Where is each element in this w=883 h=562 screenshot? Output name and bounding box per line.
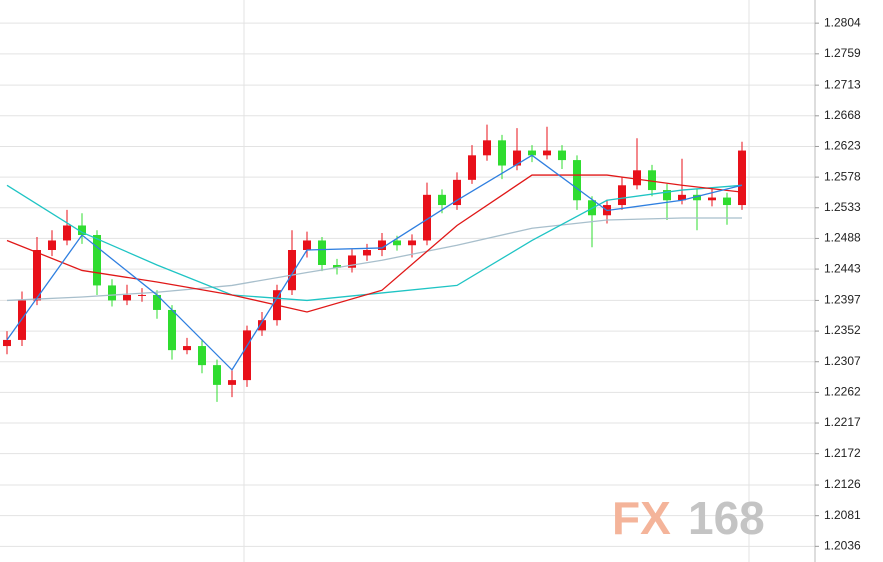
candle-body bbox=[318, 240, 326, 265]
candle-body bbox=[738, 150, 746, 206]
candle-body bbox=[438, 194, 446, 206]
y-tick-label: 1.2488 bbox=[824, 231, 861, 245]
y-tick-label: 1.2533 bbox=[824, 200, 861, 214]
candle-body bbox=[723, 197, 731, 206]
candle-body bbox=[543, 150, 551, 156]
candle-body bbox=[393, 240, 401, 246]
moving-average-line bbox=[6, 184, 743, 302]
candle-body bbox=[258, 320, 266, 331]
y-tick-label: 1.2578 bbox=[824, 169, 861, 183]
candle-body bbox=[513, 150, 521, 166]
moving-average-line bbox=[6, 154, 743, 371]
candle-body bbox=[78, 225, 86, 236]
y-tick-label: 1.2804 bbox=[824, 15, 861, 29]
candle-body bbox=[423, 194, 431, 241]
candle-body bbox=[303, 240, 311, 251]
candle-body bbox=[138, 294, 146, 296]
candle-body bbox=[678, 194, 686, 201]
y-tick-label: 1.2443 bbox=[824, 261, 861, 275]
candle-body bbox=[558, 150, 566, 161]
y-tick-label: 1.2397 bbox=[824, 293, 861, 307]
y-tick-label: 1.2217 bbox=[824, 415, 861, 429]
candle-body bbox=[213, 365, 221, 385]
candle-body bbox=[228, 380, 236, 385]
y-tick-label: 1.2713 bbox=[824, 77, 861, 91]
candle-body bbox=[483, 140, 491, 156]
y-tick-label: 1.2759 bbox=[824, 46, 861, 60]
candle-body bbox=[198, 346, 206, 366]
watermark-168: 168 bbox=[688, 492, 765, 544]
y-tick-label: 1.2668 bbox=[824, 108, 861, 122]
candle-body bbox=[363, 250, 371, 256]
candle-body bbox=[693, 194, 701, 201]
candle-body bbox=[333, 264, 341, 268]
candle-body bbox=[468, 155, 476, 180]
y-tick-label: 1.2262 bbox=[824, 385, 861, 399]
candle-body bbox=[348, 255, 356, 268]
moving-average-line bbox=[6, 174, 743, 313]
y-tick-label: 1.2307 bbox=[824, 354, 861, 368]
candle-body bbox=[288, 250, 296, 291]
candle-body bbox=[573, 160, 581, 201]
candle-body bbox=[18, 300, 26, 340]
candle-body bbox=[33, 250, 41, 301]
y-tick-label: 1.2126 bbox=[824, 477, 861, 491]
candle-body bbox=[3, 339, 11, 347]
candle-body bbox=[453, 179, 461, 206]
candle-body bbox=[243, 330, 251, 381]
y-tick-label: 1.2036 bbox=[824, 539, 861, 553]
candle-body bbox=[153, 294, 161, 310]
candle-body bbox=[63, 225, 71, 241]
candle-body bbox=[498, 140, 506, 166]
candle-body bbox=[108, 285, 116, 301]
candle-body bbox=[48, 240, 56, 251]
y-tick-label: 1.2172 bbox=[824, 446, 861, 460]
candle-body bbox=[633, 170, 641, 186]
y-tick-label: 1.2623 bbox=[824, 139, 861, 153]
moving-average-line bbox=[6, 217, 742, 302]
candle-body bbox=[708, 197, 716, 201]
y-tick-label: 1.2352 bbox=[824, 323, 861, 337]
candle-body bbox=[618, 185, 626, 206]
candle-body bbox=[528, 150, 536, 156]
candle-body bbox=[408, 240, 416, 246]
candle-body bbox=[93, 235, 101, 286]
candle-body bbox=[123, 294, 131, 301]
candle-body bbox=[378, 240, 386, 251]
watermark-fx: FX bbox=[612, 492, 671, 544]
candle-body bbox=[183, 346, 191, 351]
candle-body bbox=[168, 309, 176, 351]
candle-body bbox=[663, 190, 671, 201]
y-tick-label: 1.2081 bbox=[824, 508, 861, 522]
candle-body bbox=[648, 170, 656, 191]
